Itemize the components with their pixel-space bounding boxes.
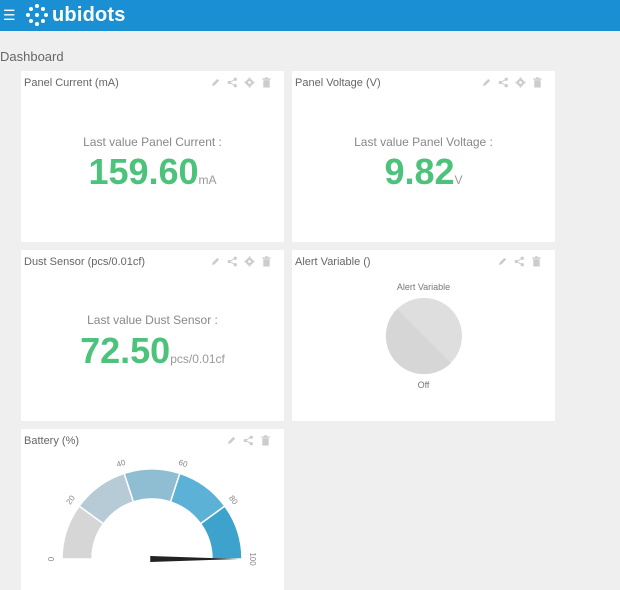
value-number: 9.82 [384,151,455,192]
edit-icon[interactable] [210,256,221,267]
edit-icon[interactable] [226,435,237,446]
indicator-label: Alert Variable [396,282,451,292]
widget-alert-variable: Alert Variable () Alert Variable Off [292,250,555,421]
widget-battery: Battery (%) 0 20 40 60 80 100 [21,429,284,590]
widget-actions [481,77,543,88]
widget-actions [497,256,542,267]
value-unit: pcs/0.01cf [170,352,225,366]
widget-dust-sensor: Dust Sensor (pcs/0.01cf) Last value Dust… [21,250,284,421]
logo-text: ubidots [52,3,126,26]
indicator-lamp[interactable] [385,297,463,375]
gauge-tick-label: 100 [248,552,257,566]
value-number: 159.60 [88,151,199,192]
widget-title: Alert Variable () [295,256,371,268]
gauge-tick-label: 80 [227,494,240,507]
last-value-label: Last value Panel Voltage : [354,135,493,149]
value-unit: V [454,173,463,187]
gauge-tick-label: 40 [115,458,127,469]
gear-icon[interactable] [244,256,255,267]
gear-icon[interactable] [515,77,526,88]
trash-icon[interactable] [261,77,272,88]
last-value-label: Last value Dust Sensor : [87,313,218,327]
widget-actions [210,256,272,267]
share-icon[interactable] [243,435,254,446]
value-number: 72.50 [80,330,171,371]
widget-panel-current: Panel Current (mA) Last value Panel Curr… [21,71,284,242]
widget-title: Panel Current (mA) [24,77,119,89]
gauge-tick-label: 20 [65,493,78,506]
trash-icon[interactable] [261,256,272,267]
trash-icon[interactable] [532,77,543,88]
widget-title: Panel Voltage (V) [295,77,381,89]
widget-title: Dust Sensor (pcs/0.01cf) [24,256,146,268]
widget-actions [226,435,271,446]
gauge-tick-label: 0 [47,556,56,561]
top-bar: ☰ ubidots [0,0,620,31]
indicator-state: Off [417,380,430,390]
edit-icon[interactable] [481,77,492,88]
gear-icon[interactable] [244,77,255,88]
share-icon[interactable] [498,77,509,88]
gauge-tick-label: 60 [177,458,189,469]
trash-icon[interactable] [260,435,271,446]
last-value: 159.60mA [21,151,284,193]
widget-title: Battery (%) [24,435,80,447]
share-icon[interactable] [227,256,238,267]
edit-icon[interactable] [497,256,508,267]
edit-icon[interactable] [210,77,221,88]
page-title: Dashboard [0,49,64,64]
value-unit: mA [198,173,217,187]
share-icon[interactable] [227,77,238,88]
logo-mark [26,4,48,26]
gauge-needle [150,556,239,562]
trash-icon[interactable] [531,256,542,267]
last-value-label: Last value Panel Current : [83,135,222,149]
last-value: 9.82V [292,151,555,193]
widget-panel-voltage: Panel Voltage (V) Last value Panel Volta… [292,71,555,242]
gauge-band [199,505,243,560]
last-value: 72.50pcs/0.01cf [21,330,284,372]
widget-actions [210,77,272,88]
share-icon[interactable] [514,256,525,267]
menu-icon[interactable]: ☰ [3,7,16,23]
battery-gauge: 0 20 40 60 80 100 [47,458,257,567]
logo[interactable]: ubidots [26,3,126,27]
